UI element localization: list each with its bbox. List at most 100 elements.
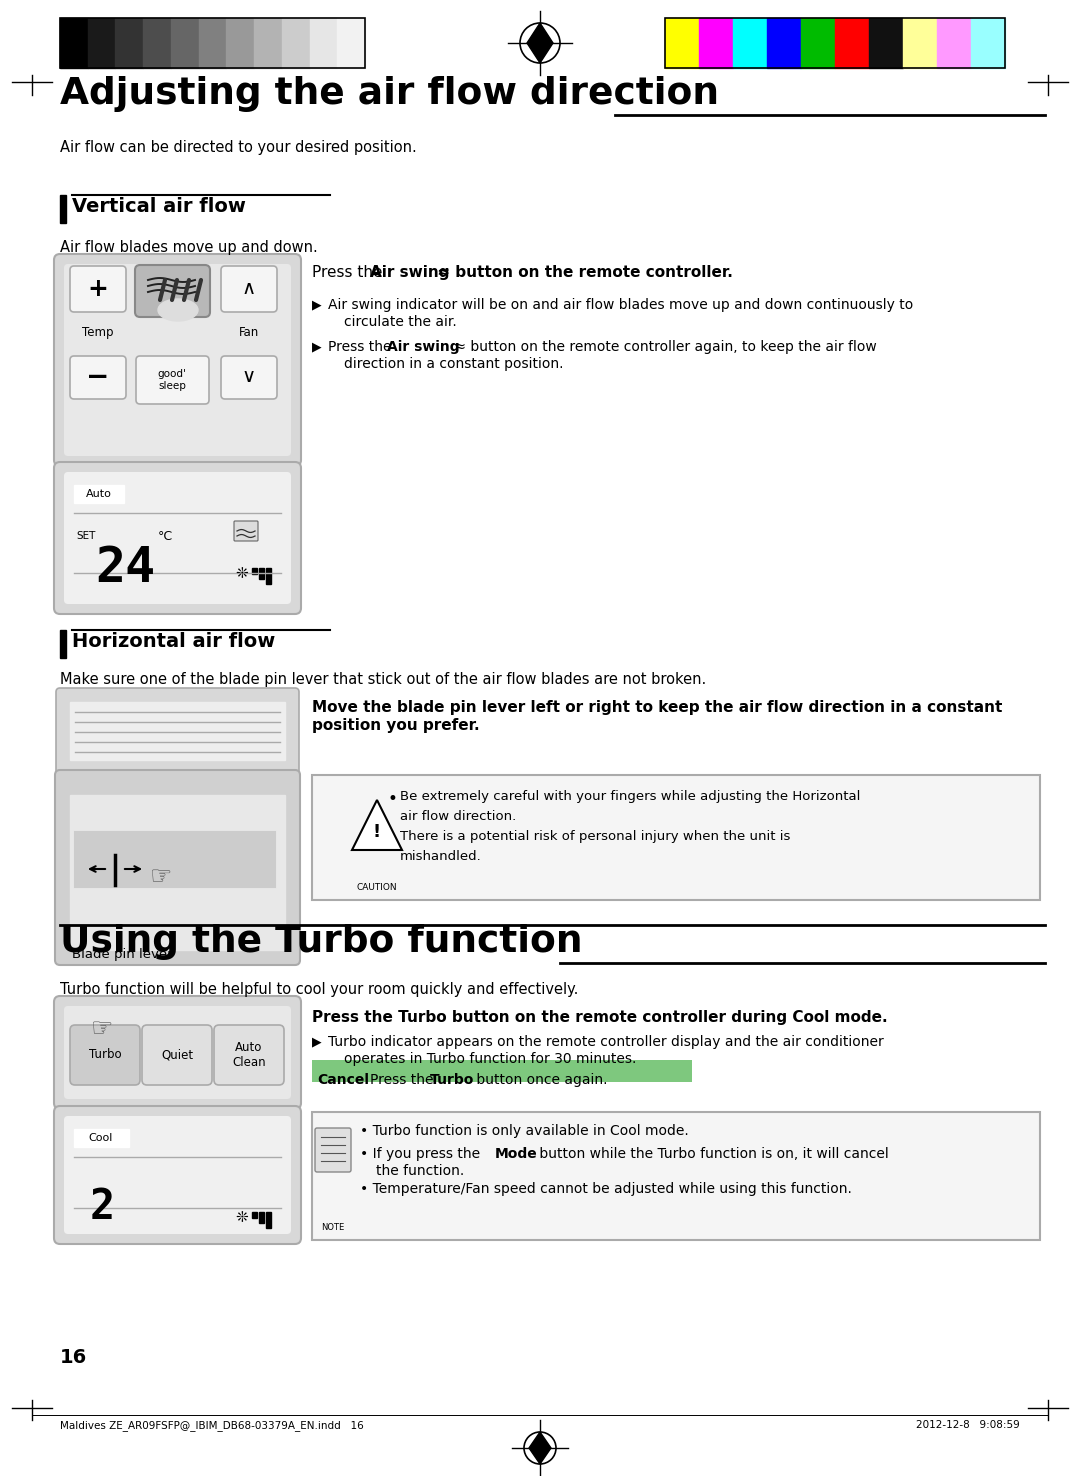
Text: SET: SET xyxy=(76,531,95,542)
Text: Air swing: Air swing xyxy=(370,266,449,280)
FancyBboxPatch shape xyxy=(54,1106,301,1244)
Text: −: − xyxy=(86,363,110,391)
Text: ☞: ☞ xyxy=(91,1017,113,1041)
Bar xyxy=(199,18,227,68)
FancyBboxPatch shape xyxy=(70,1024,140,1085)
Text: •: • xyxy=(387,790,396,807)
Text: CAUTION: CAUTION xyxy=(356,883,397,892)
Text: ▶: ▶ xyxy=(312,298,322,311)
Bar xyxy=(70,703,285,760)
Text: ▶: ▶ xyxy=(312,339,322,353)
Text: Cancel: Cancel xyxy=(318,1073,369,1086)
Text: ☞: ☞ xyxy=(150,865,173,889)
Polygon shape xyxy=(527,24,553,63)
Bar xyxy=(254,18,282,68)
Text: Move the blade pin lever left or right to keep the air flow direction in a const: Move the blade pin lever left or right t… xyxy=(312,700,1002,714)
Text: Vertical air flow: Vertical air flow xyxy=(72,196,246,215)
FancyBboxPatch shape xyxy=(64,264,291,456)
FancyBboxPatch shape xyxy=(54,996,301,1108)
Bar xyxy=(733,18,767,68)
Bar xyxy=(252,1212,257,1218)
Bar xyxy=(310,18,337,68)
FancyBboxPatch shape xyxy=(221,266,276,311)
Bar xyxy=(312,1060,692,1082)
Text: Air swing indicator will be on and air flow blades move up and down continuously: Air swing indicator will be on and air f… xyxy=(328,298,914,311)
Bar xyxy=(282,18,310,68)
Bar xyxy=(87,18,116,68)
Text: button while the Turbo function is on, it will cancel: button while the Turbo function is on, i… xyxy=(535,1147,889,1162)
Text: ❊: ❊ xyxy=(235,565,247,580)
Bar xyxy=(116,18,144,68)
Bar xyxy=(767,18,801,68)
FancyBboxPatch shape xyxy=(56,688,299,773)
Text: direction in a constant position.: direction in a constant position. xyxy=(345,357,564,370)
Text: +: + xyxy=(87,277,108,301)
FancyBboxPatch shape xyxy=(234,521,258,542)
Text: Auto
Clean: Auto Clean xyxy=(232,1041,266,1069)
Text: Fan: Fan xyxy=(239,326,259,339)
Text: Make sure one of the blade pin lever that stick out of the air flow blades are n: Make sure one of the blade pin lever tha… xyxy=(60,672,706,686)
Bar xyxy=(312,1111,1040,1240)
FancyBboxPatch shape xyxy=(64,472,291,604)
Text: Be extremely careful with your fingers while adjusting the Horizontal: Be extremely careful with your fingers w… xyxy=(400,790,861,803)
Bar xyxy=(835,18,869,68)
Bar xyxy=(171,18,199,68)
Text: button once again.: button once again. xyxy=(472,1073,607,1086)
Text: 16: 16 xyxy=(60,1348,87,1367)
Polygon shape xyxy=(352,800,402,850)
FancyBboxPatch shape xyxy=(70,266,126,311)
Text: mishandled.: mishandled. xyxy=(400,850,482,863)
Bar xyxy=(60,630,66,658)
Text: Cool: Cool xyxy=(89,1134,113,1142)
Bar xyxy=(903,18,937,68)
Text: °C: °C xyxy=(158,530,173,543)
Text: Air swing: Air swing xyxy=(387,339,460,354)
Text: position you prefer.: position you prefer. xyxy=(312,717,480,734)
Bar xyxy=(937,18,971,68)
FancyBboxPatch shape xyxy=(70,356,126,399)
FancyBboxPatch shape xyxy=(141,1024,212,1085)
Text: operates in Turbo function for 30 minutes.: operates in Turbo function for 30 minute… xyxy=(345,1052,636,1066)
Text: • Turbo function is only available in Cool mode.: • Turbo function is only available in Co… xyxy=(360,1125,689,1138)
Text: ▶: ▶ xyxy=(312,1035,322,1048)
Text: Turbo: Turbo xyxy=(89,1048,121,1061)
Bar xyxy=(699,18,733,68)
Bar xyxy=(259,568,264,579)
Bar xyxy=(337,18,365,68)
FancyBboxPatch shape xyxy=(315,1128,351,1172)
FancyBboxPatch shape xyxy=(135,266,210,317)
Text: Using the Turbo function: Using the Turbo function xyxy=(60,924,582,959)
Bar xyxy=(75,486,124,503)
Text: Turbo: Turbo xyxy=(430,1073,474,1086)
Text: good'
sleep: good' sleep xyxy=(158,369,187,391)
FancyBboxPatch shape xyxy=(54,254,301,466)
Text: Quiet: Quiet xyxy=(161,1048,193,1061)
Text: 2012-12-8   9:08:59: 2012-12-8 9:08:59 xyxy=(916,1420,1020,1430)
Text: 24: 24 xyxy=(95,545,156,592)
Bar xyxy=(252,568,257,574)
Bar xyxy=(869,18,903,68)
Bar xyxy=(971,18,1005,68)
Text: circulate the air.: circulate the air. xyxy=(345,314,457,329)
Text: • Temperature/Fan speed cannot be adjusted while using this function.: • Temperature/Fan speed cannot be adjust… xyxy=(360,1182,852,1196)
Text: !: ! xyxy=(373,824,381,841)
FancyBboxPatch shape xyxy=(55,770,300,965)
Text: Horizontal air flow: Horizontal air flow xyxy=(72,632,275,651)
Text: the function.: the function. xyxy=(376,1165,464,1178)
FancyBboxPatch shape xyxy=(136,356,210,404)
Bar xyxy=(70,796,285,951)
Bar xyxy=(60,195,66,223)
Text: Press the: Press the xyxy=(370,1073,437,1086)
Bar xyxy=(259,1212,264,1224)
Bar xyxy=(665,18,1005,68)
Text: Press the Turbo button on the remote controller during Cool mode.: Press the Turbo button on the remote con… xyxy=(312,1010,888,1024)
Text: 2: 2 xyxy=(90,1187,114,1228)
Bar xyxy=(60,18,87,68)
Text: ∧: ∧ xyxy=(242,279,256,298)
Text: air flow direction.: air flow direction. xyxy=(400,810,516,824)
Text: Auto: Auto xyxy=(86,489,112,499)
FancyBboxPatch shape xyxy=(54,462,301,614)
Text: Blade pin lever: Blade pin lever xyxy=(72,948,173,961)
Text: ≈ button on the remote controller again, to keep the air flow: ≈ button on the remote controller again,… xyxy=(450,339,877,354)
FancyBboxPatch shape xyxy=(64,1007,291,1100)
